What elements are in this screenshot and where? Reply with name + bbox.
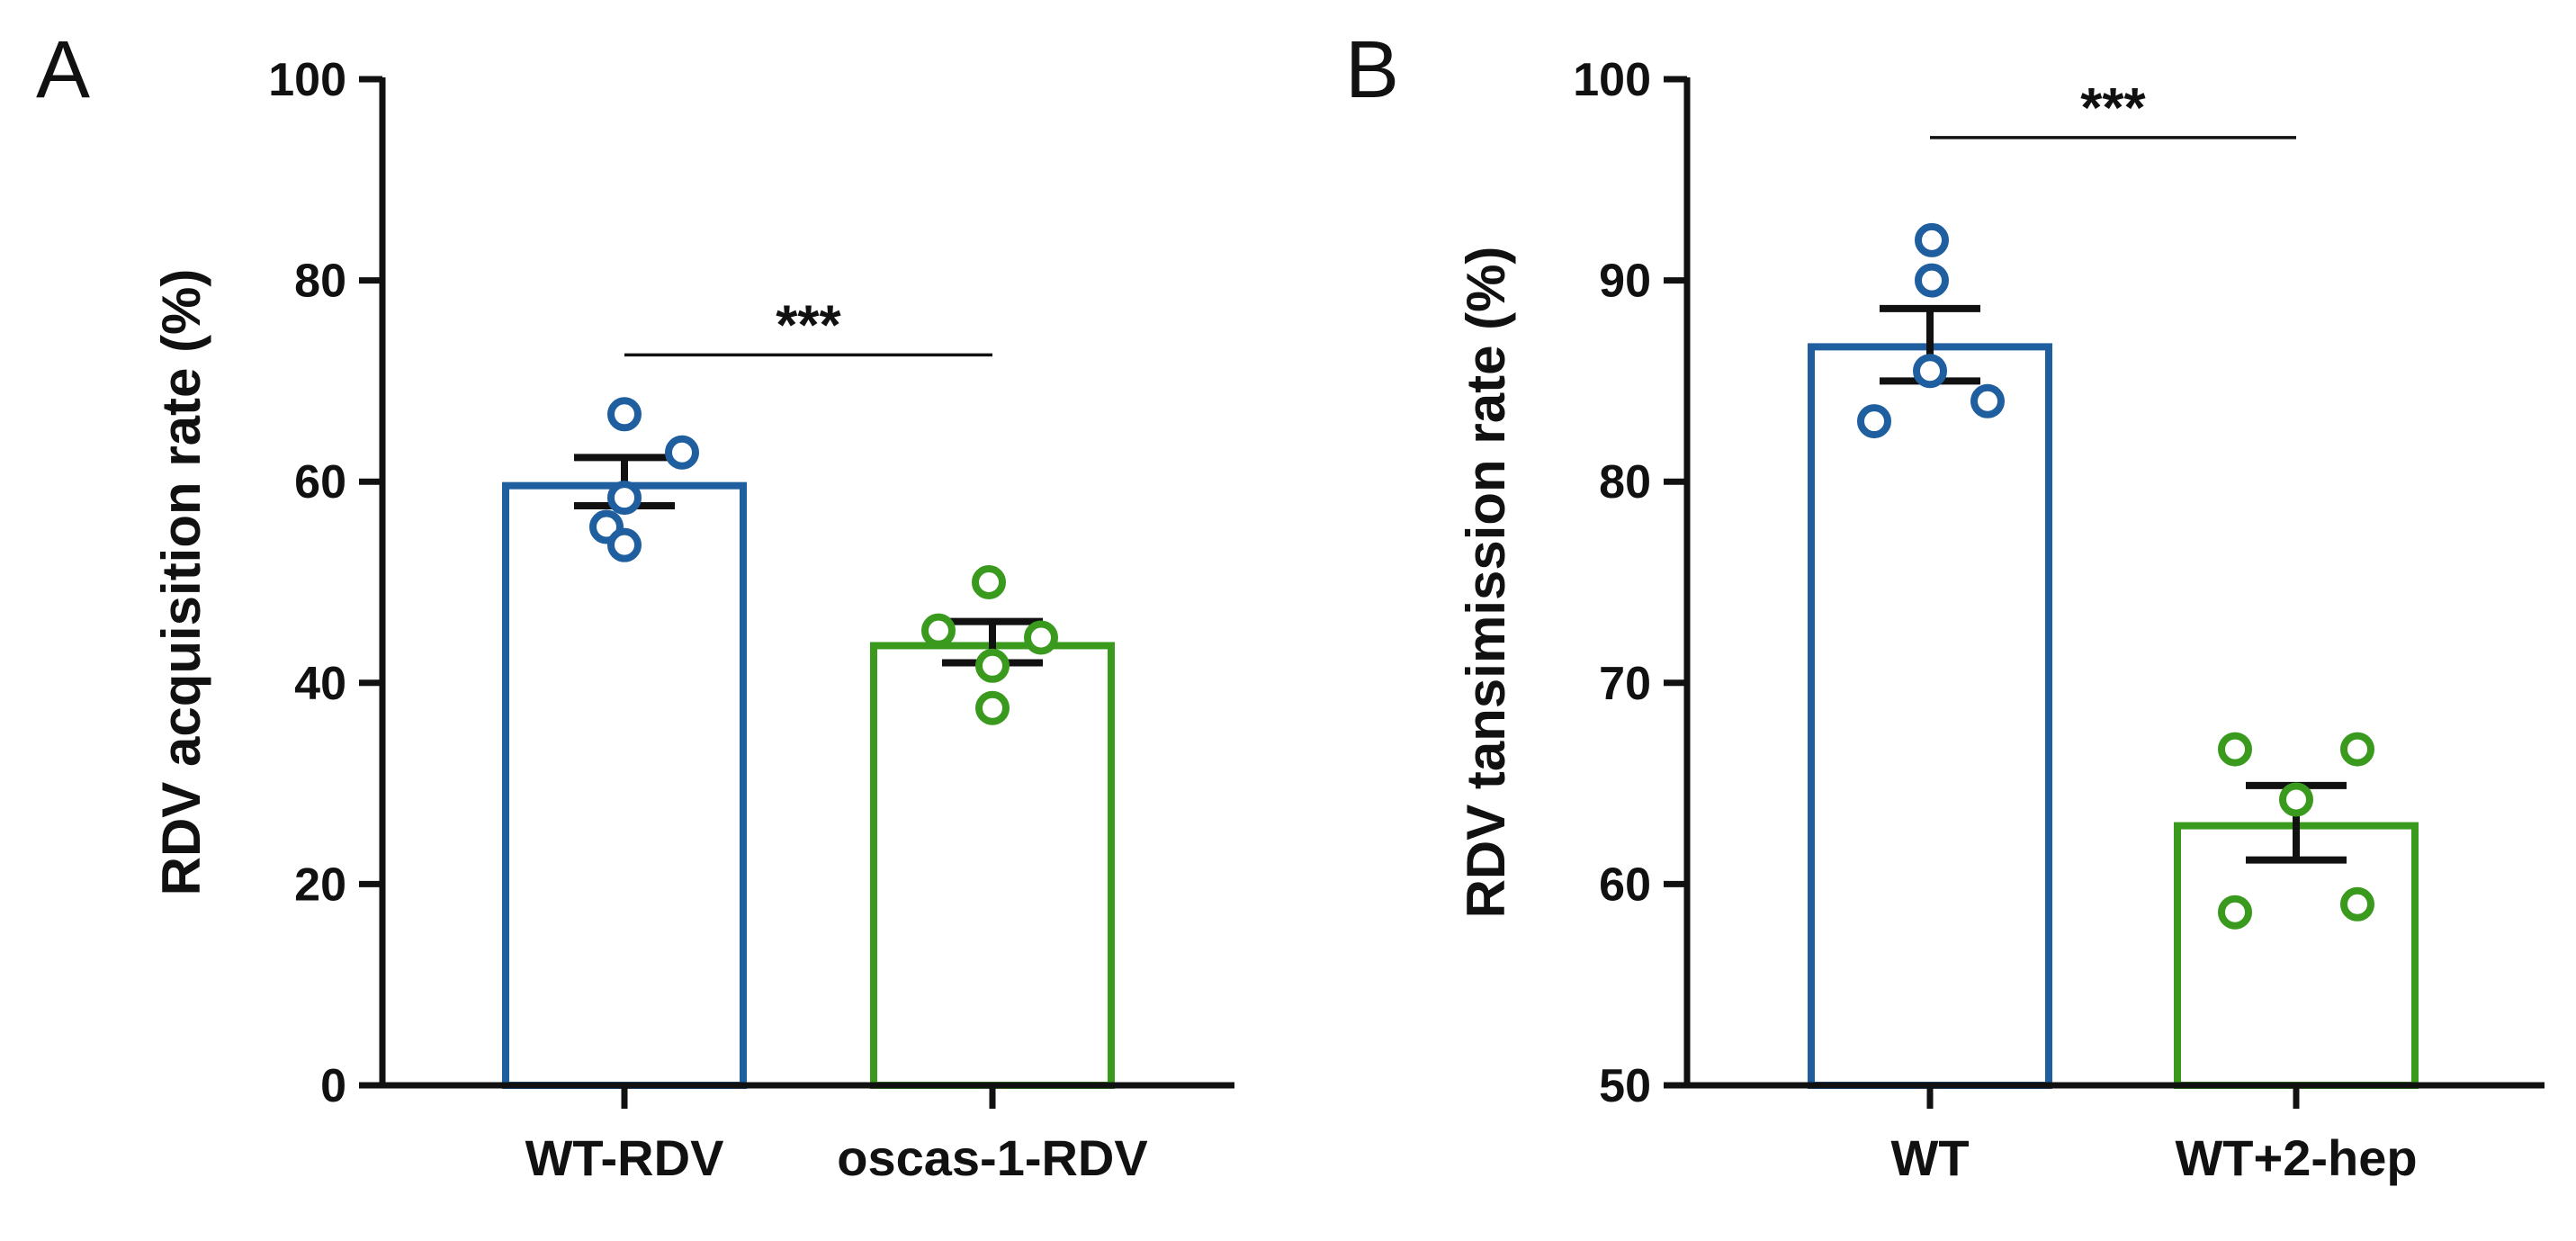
- data-point: [2279, 782, 2313, 817]
- data-point: [975, 648, 1010, 683]
- data-point: [1024, 620, 1058, 655]
- y-tick-label: 80: [1599, 456, 1651, 508]
- x-category-label: WT: [1890, 1129, 1969, 1186]
- data-point: [665, 435, 699, 470]
- data-point: [1915, 263, 1949, 298]
- x-category-label: WT+2-hep: [2175, 1129, 2417, 1186]
- x-category-label: oscas-1-RDV: [837, 1129, 1147, 1186]
- y-tick-label: 90: [1599, 256, 1651, 308]
- data-point: [2218, 732, 2252, 767]
- significance-label: ***: [776, 294, 841, 356]
- y-axis-title: RDV tansimission rate (%): [1456, 247, 1516, 919]
- data-point: [972, 565, 1006, 599]
- data-point: [607, 397, 642, 432]
- data-point: [2218, 895, 2252, 930]
- y-tick-label: 100: [1573, 54, 1651, 106]
- x-category-label: WT-RDV: [525, 1129, 724, 1186]
- bar-1: [1808, 343, 2052, 1089]
- significance-label: ***: [2080, 77, 2146, 139]
- data-point: [2340, 732, 2374, 767]
- y-tick-label: 0: [320, 1060, 346, 1112]
- y-tick-label: 70: [1599, 658, 1651, 710]
- panel-letter: A: [36, 25, 90, 115]
- y-tick-label: 100: [268, 54, 346, 106]
- data-point: [607, 481, 642, 516]
- y-tick-label: 60: [1599, 859, 1651, 911]
- bar-1: [502, 481, 747, 1089]
- data-point: [607, 527, 642, 562]
- panel-b: B 50 60 70 80 90 100 WT WT+2-hep RDV tansimission…: [1345, 25, 2545, 1186]
- data-point: [975, 690, 1010, 725]
- data-point: [1915, 222, 1949, 257]
- y-tick-label: 20: [294, 859, 346, 911]
- y-tick-label: 80: [294, 256, 346, 308]
- data-point: [2340, 886, 2374, 922]
- bar-2: [2174, 822, 2419, 1090]
- data-point: [1970, 383, 2005, 418]
- panel-a: A 0 20 40 60 80 100 WT-RDV oscas-1-RDV RDV acquis…: [36, 25, 1234, 1186]
- y-tick-label: 40: [294, 658, 346, 710]
- data-point: [1913, 354, 1947, 389]
- y-axis-title: RDV acquisition rate (%): [151, 269, 211, 896]
- data-point: [921, 613, 956, 648]
- y-tick-label: 50: [1599, 1060, 1651, 1112]
- data-point: [1857, 404, 1891, 439]
- panel-letter: B: [1345, 25, 1399, 115]
- y-tick-label: 60: [294, 456, 346, 508]
